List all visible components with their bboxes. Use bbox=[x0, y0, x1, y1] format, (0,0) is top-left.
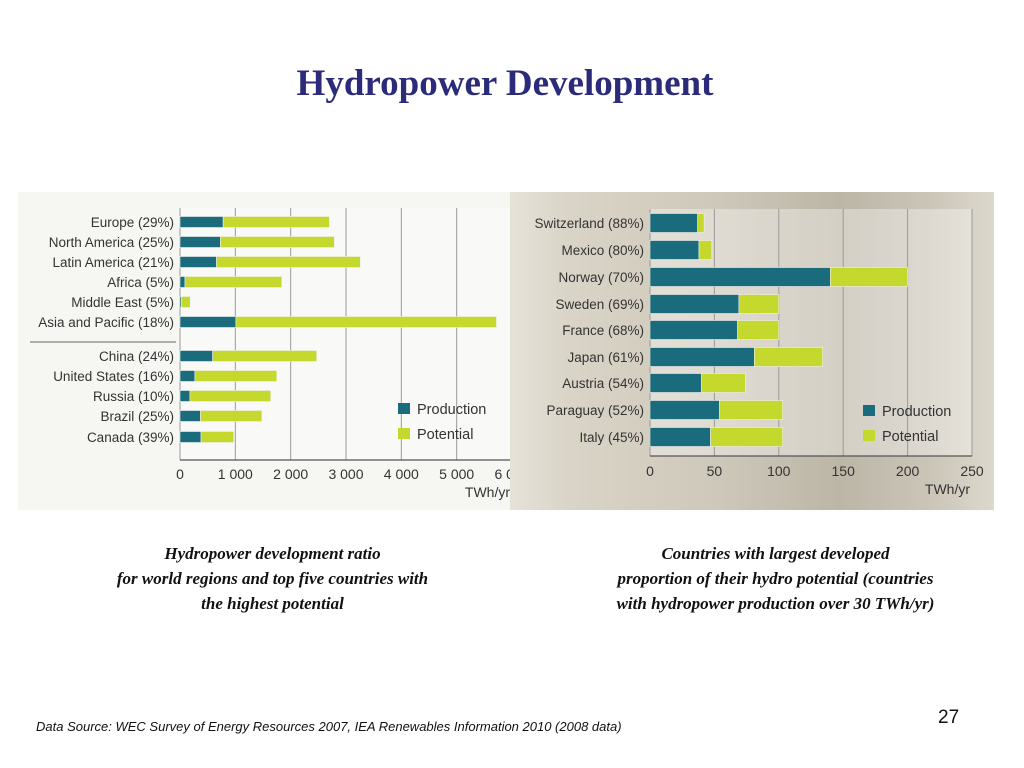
bar-potential bbox=[222, 216, 330, 228]
chart-panel-countries: 0 50 100 150 200 250 TWh/yr Switzerland (88%) Me… bbox=[510, 192, 994, 510]
bar-potential bbox=[697, 213, 705, 233]
legend-label: Potential bbox=[882, 429, 938, 445]
legend-label: Production bbox=[882, 404, 951, 420]
bar-potential bbox=[184, 276, 283, 288]
bar-potential bbox=[181, 296, 191, 308]
category-label: Sweden (69%) bbox=[555, 297, 644, 312]
bar-production bbox=[649, 240, 700, 260]
legend-swatch-potential bbox=[863, 430, 875, 441]
x-tick-label: 1 000 bbox=[218, 466, 253, 482]
bar-production bbox=[179, 236, 221, 248]
x-axis-label: TWh/yr bbox=[925, 481, 970, 497]
bar-production bbox=[649, 373, 702, 393]
x-tick-label: 5 000 bbox=[439, 466, 474, 482]
x-tick-label: 200 bbox=[896, 463, 920, 479]
caption-left: Hydropower development ratio for world r… bbox=[40, 541, 505, 616]
x-tick-label: 6 000 bbox=[494, 466, 510, 482]
category-label: Africa (5%) bbox=[107, 275, 174, 290]
x-tick-label: 2 000 bbox=[273, 466, 308, 482]
category-label: Brazil (25%) bbox=[100, 409, 174, 424]
bar-potential bbox=[220, 236, 335, 248]
category-label: Latin America (21%) bbox=[52, 255, 174, 270]
caption-right-line: with hydropower production over 30 TWh/y… bbox=[616, 594, 935, 613]
category-label: Italy (45%) bbox=[579, 430, 644, 445]
bar-potential bbox=[189, 390, 272, 402]
countries-bar-chart: 0 50 100 150 200 250 TWh/yr Switzerland (88%) Me… bbox=[534, 209, 984, 497]
x-tick-label: 0 bbox=[646, 463, 654, 479]
category-label: China (24%) bbox=[99, 349, 174, 364]
caption-left-line: Hydropower development ratio bbox=[164, 544, 381, 563]
category-label: Middle East (5%) bbox=[71, 295, 174, 310]
caption-right-line: Countries with largest developed bbox=[661, 544, 890, 563]
bar-production bbox=[179, 216, 224, 228]
category-label: Japan (61%) bbox=[567, 350, 644, 365]
category-label: United States (16%) bbox=[53, 369, 174, 384]
bar-production bbox=[179, 431, 202, 443]
legend-label: Potential bbox=[417, 427, 473, 443]
bar-production bbox=[179, 350, 213, 362]
bar-potential bbox=[698, 240, 713, 260]
category-label: France (68%) bbox=[562, 323, 644, 338]
bar-potential bbox=[737, 320, 780, 340]
category-label: Canada (39%) bbox=[87, 430, 174, 445]
caption-left-line: for world regions and top five countries… bbox=[116, 569, 429, 588]
x-tick-label: 50 bbox=[707, 463, 723, 479]
bar-potential bbox=[235, 316, 497, 328]
x-tick-label: 4 000 bbox=[384, 466, 419, 482]
bar-production bbox=[649, 347, 755, 367]
regions-bar-chart: 0 1 000 2 000 3 000 4 000 5 000 6 000 TWh/yr Eur… bbox=[30, 208, 510, 500]
category-label: Norway (70%) bbox=[558, 270, 644, 285]
bar-production bbox=[649, 294, 740, 314]
x-tick-label: 0 bbox=[176, 466, 184, 482]
bar-potential bbox=[830, 267, 908, 287]
legend-swatch-production bbox=[863, 405, 875, 416]
bar-potential bbox=[719, 400, 783, 420]
x-tick-label: 150 bbox=[832, 463, 856, 479]
category-label: Austria (54%) bbox=[562, 376, 644, 391]
page-number: 27 bbox=[938, 707, 960, 728]
bar-production bbox=[649, 213, 698, 233]
legend-label: Production bbox=[417, 402, 486, 418]
category-label: Asia and Pacific (18%) bbox=[38, 315, 174, 330]
bar-production bbox=[649, 320, 738, 340]
legend-swatch-production bbox=[398, 403, 410, 414]
bar-production bbox=[179, 390, 191, 402]
bar-potential bbox=[710, 427, 783, 447]
category-label: Switzerland (88%) bbox=[534, 216, 644, 231]
bar-production bbox=[179, 370, 196, 382]
legend-swatch-potential bbox=[398, 428, 410, 439]
slide-title: Hydropower Development bbox=[296, 63, 714, 104]
caption-right: Countries with largest developed proport… bbox=[553, 541, 998, 616]
category-label: North America (25%) bbox=[49, 235, 174, 250]
chart-panel-regions: 0 1 000 2 000 3 000 4 000 5 000 6 000 TWh/yr Eur… bbox=[18, 192, 510, 510]
bar-potential bbox=[212, 350, 317, 362]
category-label: Paraguay (52%) bbox=[546, 403, 644, 418]
bar-production bbox=[649, 427, 711, 447]
category-label: Russia (10%) bbox=[93, 389, 174, 404]
bar-potential bbox=[194, 370, 278, 382]
caption-right-line: proportion of their hydro potential (cou… bbox=[617, 569, 934, 588]
bar-production bbox=[179, 276, 186, 288]
bar-production bbox=[179, 256, 217, 268]
category-label: Mexico (80%) bbox=[561, 243, 644, 258]
x-tick-label: 3 000 bbox=[328, 466, 363, 482]
x-tick-label: 250 bbox=[960, 463, 984, 479]
x-tick-label: 100 bbox=[767, 463, 791, 479]
bar-production bbox=[179, 410, 201, 422]
bar-potential bbox=[216, 256, 361, 268]
caption-left-line: the highest potential bbox=[201, 594, 344, 613]
bar-potential bbox=[754, 347, 823, 367]
data-source-note: Data Source: WEC Survey of Energy Resour… bbox=[36, 719, 622, 734]
category-label: Europe (29%) bbox=[91, 215, 174, 230]
bar-production bbox=[179, 316, 237, 328]
bar-potential bbox=[738, 294, 780, 314]
bar-potential bbox=[200, 431, 234, 443]
bar-potential bbox=[701, 373, 746, 393]
bar-production bbox=[649, 400, 720, 420]
bar-potential bbox=[200, 410, 263, 422]
x-axis-label: TWh/yr bbox=[465, 484, 510, 500]
bar-production bbox=[649, 267, 831, 287]
